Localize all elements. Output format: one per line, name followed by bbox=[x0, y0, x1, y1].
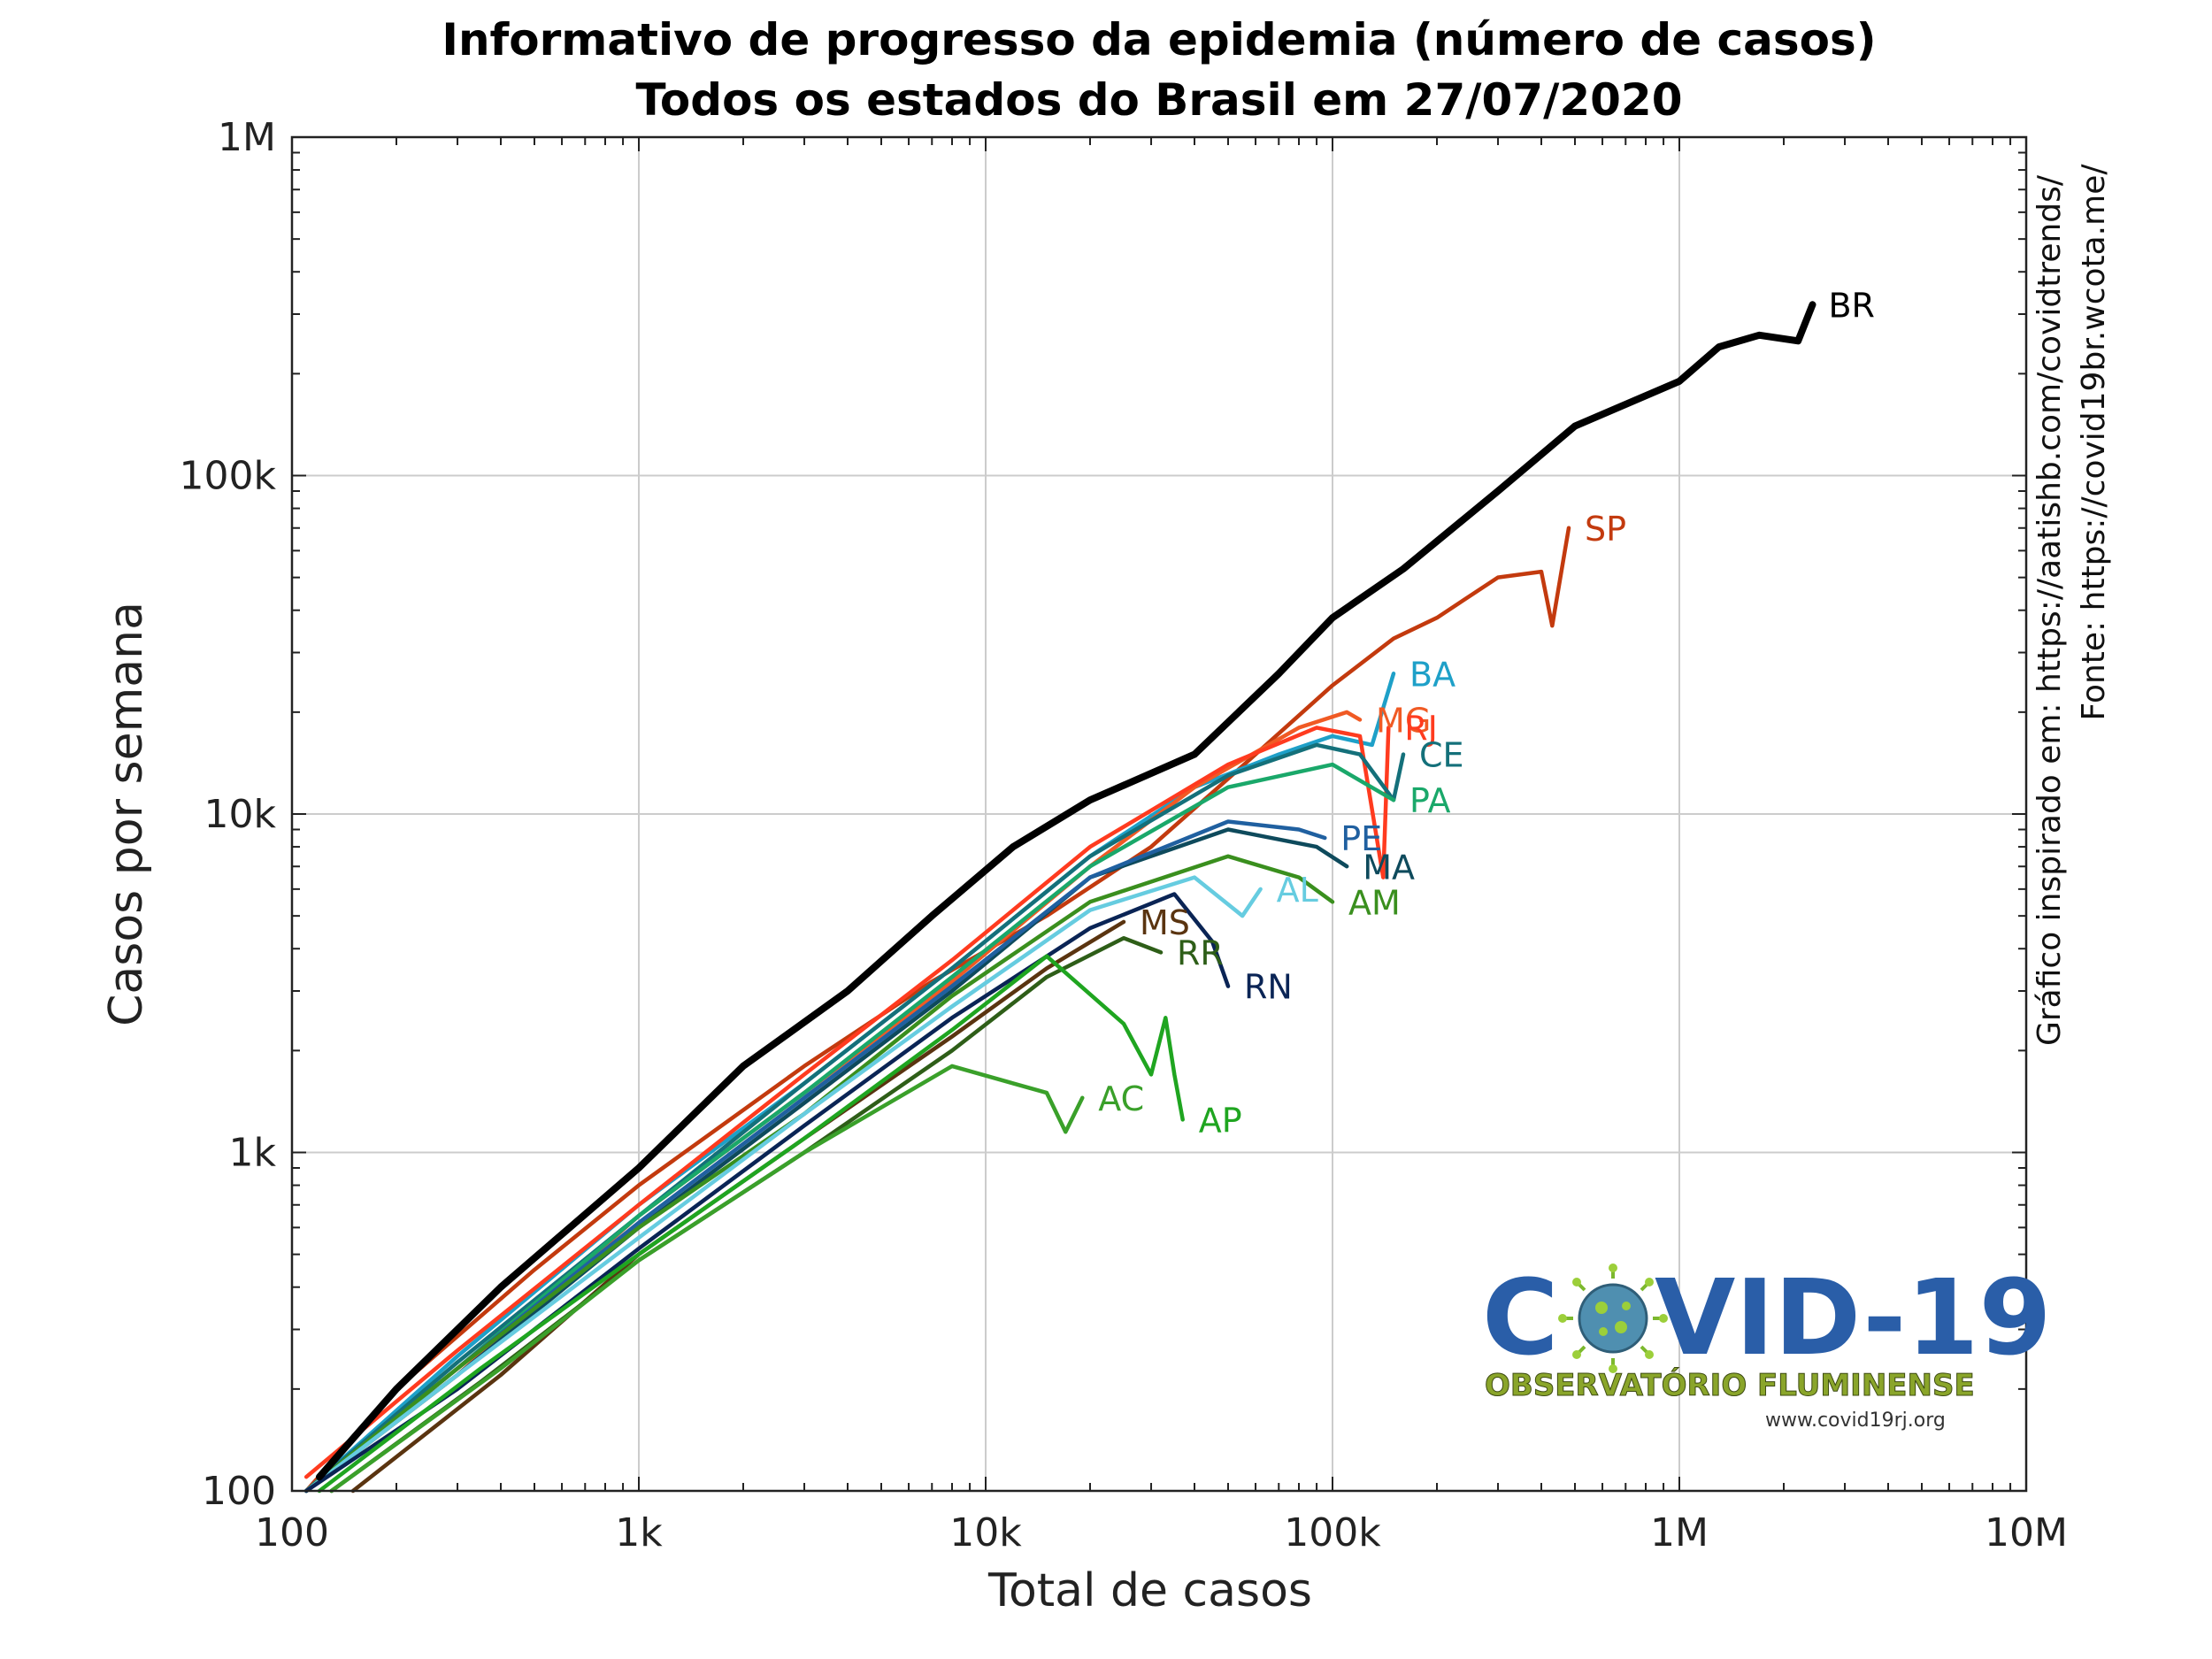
series-label-rr: RR bbox=[1177, 933, 1224, 972]
series-label-br: BR bbox=[1828, 286, 1874, 325]
series-line-ap bbox=[317, 954, 1185, 1494]
x-tick-label: 1k bbox=[615, 1510, 663, 1555]
series-label-pe: PE bbox=[1340, 819, 1382, 858]
logo-text-vid19: VID-19 bbox=[1655, 1256, 2052, 1379]
series-label-ac: AC bbox=[1098, 1079, 1144, 1118]
side-note-inspiration: Gráfico inspirado em: https://aatishb.co… bbox=[2032, 174, 2068, 1046]
y-tick-label: 1M bbox=[218, 115, 276, 160]
x-tick-label: 10M bbox=[1985, 1510, 2068, 1555]
ticks: 100 1k 10k 100k 1M 10M 100 1k 10k 100k 1M bbox=[180, 115, 2068, 1555]
virus-icon bbox=[1558, 1263, 1668, 1373]
series-label-rn: RN bbox=[1244, 968, 1293, 1007]
logo-url: www.covid19rj.org bbox=[1765, 1409, 1946, 1432]
y-tick-label: 100 bbox=[202, 1469, 276, 1514]
series-label-am: AM bbox=[1348, 883, 1401, 922]
series-line-br bbox=[316, 301, 1816, 1481]
series-line-am bbox=[303, 854, 1335, 1494]
y-axis-label: Casos por semana bbox=[100, 602, 153, 1026]
x-axis-label: Total de casos bbox=[987, 1564, 1312, 1617]
y-tick-label: 100k bbox=[180, 454, 277, 499]
series-line-ma bbox=[303, 827, 1349, 1494]
series-layer bbox=[303, 301, 1816, 1494]
series-label-ce: CE bbox=[1419, 736, 1464, 775]
series-label-ma: MA bbox=[1363, 848, 1415, 887]
logo-subtitle: OBSERVATÓRIO FLUMINENSE bbox=[1485, 1367, 1975, 1403]
x-tick-label: 1M bbox=[1650, 1510, 1709, 1555]
covid19-logo: C VID-19 OBSERVATÓRIO FLUMINENSE www.cov… bbox=[1482, 1256, 2052, 1432]
y-tick-label: 10k bbox=[204, 792, 277, 837]
series-label-al: AL bbox=[1277, 871, 1318, 910]
side-note-source: Fonte: https://covid19br.wcota.me/ bbox=[2076, 164, 2112, 721]
y-tick-label: 1k bbox=[229, 1131, 277, 1176]
chart-title: Informativo de progresso da epidemia (nú… bbox=[442, 14, 1876, 65]
series-label-sp: SP bbox=[1585, 510, 1626, 549]
x-tick-label: 10k bbox=[949, 1510, 1022, 1555]
chart-subtitle: Todos os estados do Brasil em 27/07/2020 bbox=[635, 74, 1682, 126]
series-label-mg: MG bbox=[1376, 701, 1431, 740]
x-tick-label: 100k bbox=[1284, 1510, 1381, 1555]
x-tick-label: 100 bbox=[255, 1510, 329, 1555]
series-label-ba: BA bbox=[1409, 655, 1455, 694]
series-label-pa: PA bbox=[1409, 781, 1450, 820]
series-label-ap: AP bbox=[1199, 1101, 1242, 1140]
series-line-ac bbox=[329, 1064, 1085, 1494]
series-line-al bbox=[303, 875, 1263, 1494]
series-label-ms: MS bbox=[1140, 903, 1190, 942]
logo-text-c: C bbox=[1482, 1256, 1559, 1379]
series-label-rj: RJ bbox=[1404, 709, 1438, 748]
